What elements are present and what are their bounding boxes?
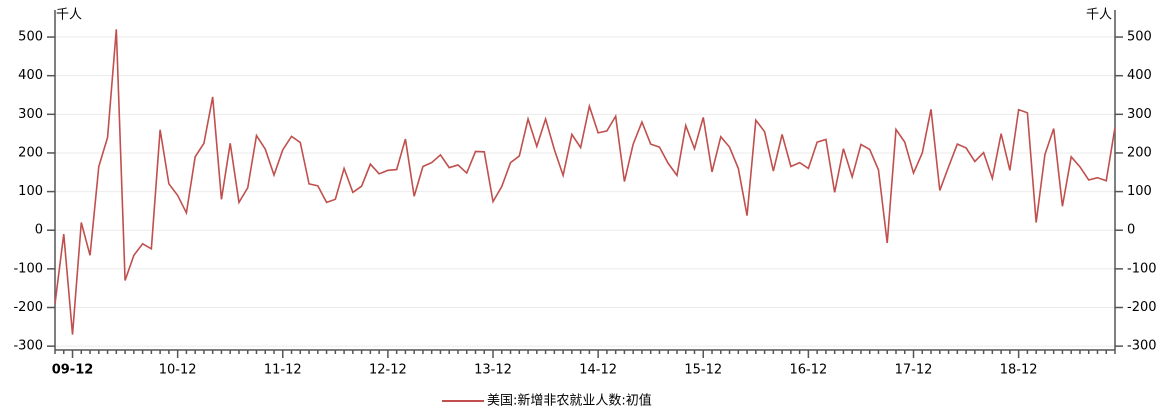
x-tick-label: 09-12 bbox=[52, 363, 94, 378]
x-tick-label: 12-12 bbox=[369, 363, 407, 378]
x-tick-label: 10-12 bbox=[159, 363, 197, 378]
legend-label: 美国:新增非农就业人数:初值 bbox=[487, 393, 652, 409]
y-tick-label: 200 bbox=[18, 145, 43, 160]
x-tick-label: 16-12 bbox=[789, 363, 827, 378]
x-tick-label: 11-12 bbox=[264, 363, 302, 378]
y2-tick-label: 500 bbox=[1127, 30, 1152, 45]
y-tick-label: 500 bbox=[18, 30, 43, 45]
y2-tick-label: 0 bbox=[1127, 223, 1135, 238]
y2-tick-label: 100 bbox=[1127, 184, 1152, 199]
x-tick-label: 13-12 bbox=[474, 363, 512, 378]
y2-unit: 千人 bbox=[1086, 8, 1112, 23]
y-tick-label: 300 bbox=[18, 107, 43, 122]
y-tick-label: 400 bbox=[18, 68, 43, 83]
y2-tick-label: -200 bbox=[1127, 300, 1157, 315]
x-tick-label: 17-12 bbox=[895, 363, 933, 378]
x-tick-label: 18-12 bbox=[1000, 363, 1038, 378]
data-line bbox=[54, 29, 1116, 335]
y2-tick-label: 200 bbox=[1127, 145, 1152, 160]
y2-tick-label: -100 bbox=[1127, 261, 1157, 276]
x-tick-label: 14-12 bbox=[579, 363, 617, 378]
y-unit: 千人 bbox=[56, 8, 82, 23]
x-tick-label: 15-12 bbox=[684, 363, 722, 378]
y-tick-label: 0 bbox=[35, 223, 43, 238]
y-tick-label: -100 bbox=[13, 261, 43, 276]
y2-tick-label: 300 bbox=[1127, 107, 1152, 122]
y2-tick-label: 400 bbox=[1127, 68, 1152, 83]
y2-tick-label: -300 bbox=[1127, 339, 1157, 354]
y-tick-label: -200 bbox=[13, 300, 43, 315]
y-tick-label: 100 bbox=[18, 184, 43, 199]
y-tick-label: -300 bbox=[13, 339, 43, 354]
